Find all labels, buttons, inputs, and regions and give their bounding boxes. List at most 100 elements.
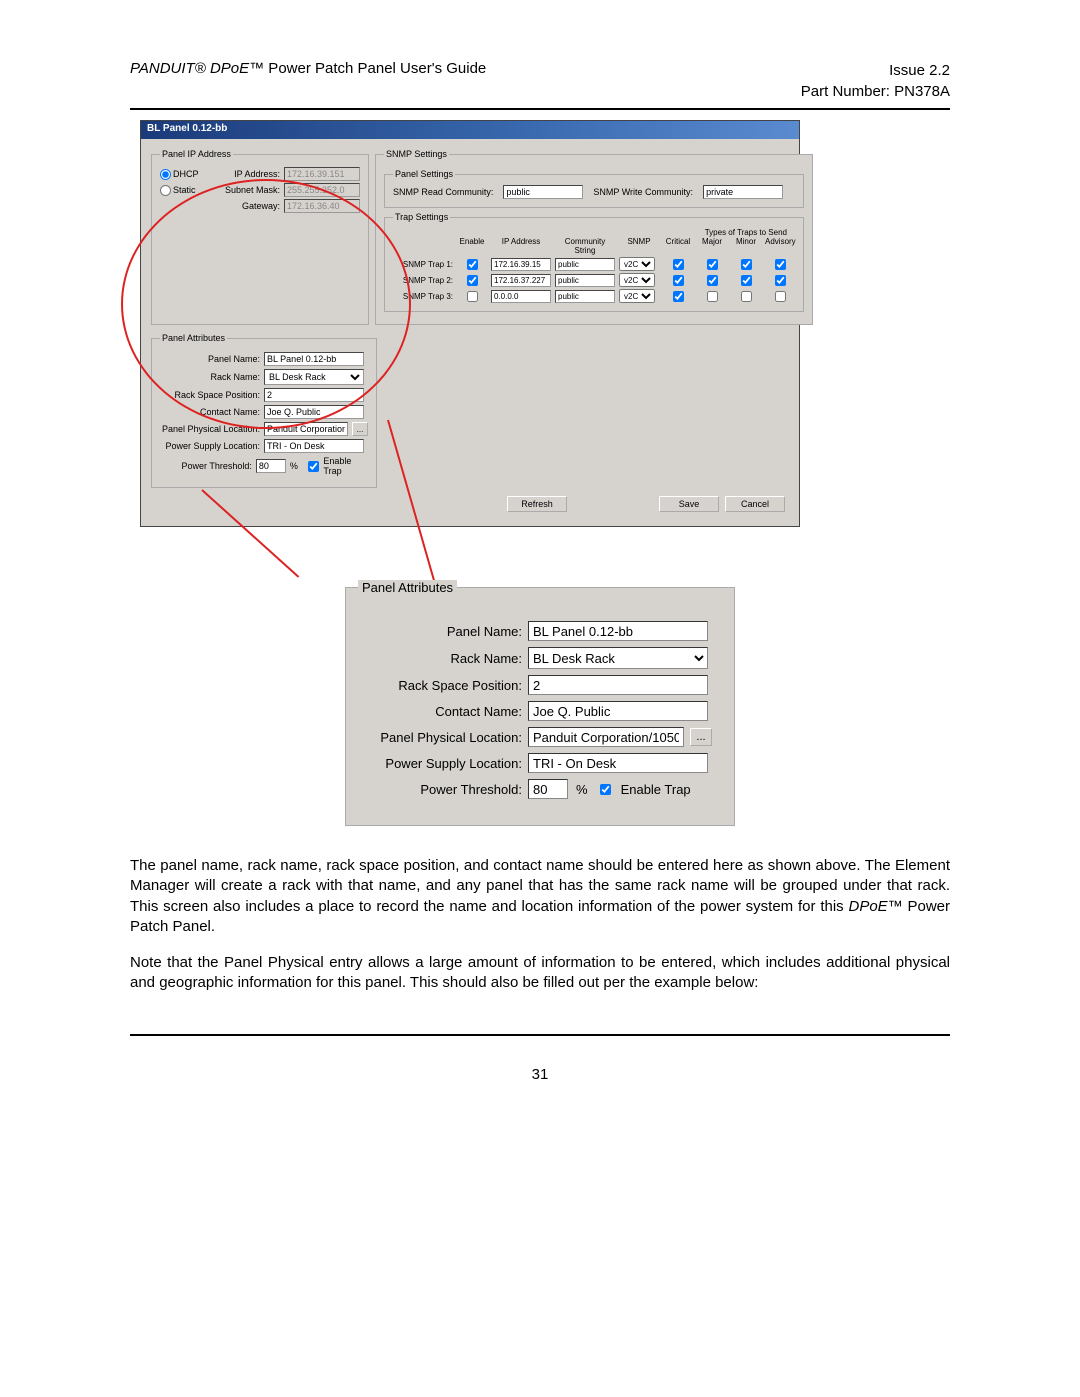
phys-loc-input[interactable] — [264, 422, 348, 436]
trap-legend: Trap Settings — [393, 212, 450, 222]
refresh-button[interactable]: Refresh — [507, 496, 567, 512]
thresh-input[interactable] — [256, 459, 286, 473]
trap-ver-select[interactable]: v2C — [619, 289, 655, 303]
dhcp-label: DHCP — [173, 169, 199, 179]
panel-name-input[interactable] — [264, 352, 364, 366]
dialog-buttons: Refresh Save Cancel — [151, 496, 789, 512]
rack-name-select[interactable]: BL Desk Rack — [264, 369, 364, 385]
trap-enable-checkbox[interactable] — [467, 259, 478, 270]
trap-major-checkbox[interactable] — [707, 291, 718, 302]
en-psu-loc-input[interactable] — [528, 753, 708, 773]
en-panel-name-input[interactable] — [528, 621, 708, 641]
read-comm-label: SNMP Read Community: — [393, 187, 493, 197]
psu-loc-input[interactable] — [264, 439, 364, 453]
trap-ip-input[interactable] — [491, 274, 551, 287]
save-button[interactable]: Save — [659, 496, 719, 512]
mask-label: Subnet Mask: — [210, 185, 280, 195]
trap-critical-checkbox[interactable] — [673, 259, 684, 270]
trap-comm-input[interactable] — [555, 274, 615, 287]
read-comm-input[interactable] — [503, 185, 583, 199]
issue-number: Issue 2.2 — [801, 60, 950, 81]
doc-title-rest: Power Patch Panel User's Guide — [264, 60, 486, 77]
psu-loc-label: Power Supply Location: — [160, 441, 260, 451]
en-thresh-label: Power Threshold: — [362, 782, 522, 797]
col-ip: IP Address — [491, 237, 551, 255]
dialog-titlebar: BL Panel 0.12-bb — [141, 121, 799, 139]
para1-em: DPoE™ — [848, 898, 902, 915]
en-phys-loc-input[interactable] — [528, 727, 684, 747]
enable-trap-label: Enable Trap — [323, 456, 368, 476]
trap-label: SNMP Trap 2: — [393, 276, 453, 285]
config-dialog: BL Panel 0.12-bb Panel IP Address DHCP I… — [140, 120, 800, 527]
en-contact-input[interactable] — [528, 701, 708, 721]
trap-minor-checkbox[interactable] — [741, 259, 752, 270]
en-psu-loc-label: Power Supply Location: — [362, 756, 522, 771]
snmp-group: SNMP Settings Panel Settings SNMP Read C… — [375, 149, 813, 325]
trap-comm-input[interactable] — [555, 290, 615, 303]
write-comm-label: SNMP Write Community: — [593, 187, 693, 197]
contact-label: Contact Name: — [160, 407, 260, 417]
cancel-button[interactable]: Cancel — [725, 496, 785, 512]
trap-advisory-checkbox[interactable] — [775, 291, 786, 302]
panel-settings-legend: Panel Settings — [393, 169, 455, 179]
static-radio[interactable] — [160, 185, 171, 196]
dhcp-radio[interactable] — [160, 169, 171, 180]
footer-rule — [130, 1034, 950, 1036]
body-text: The panel name, rack name, rack space po… — [130, 856, 950, 994]
thresh-label: Power Threshold: — [160, 461, 252, 471]
contact-input[interactable] — [264, 405, 364, 419]
phys-loc-label: Panel Physical Location: — [160, 424, 260, 434]
panel-name-label: Panel Name: — [160, 354, 260, 364]
trap-ver-select[interactable]: v2C — [619, 257, 655, 271]
en-enable-trap-checkbox[interactable] — [600, 784, 611, 795]
rack-pos-input[interactable] — [264, 388, 364, 402]
col-snmp: SNMP — [619, 237, 659, 255]
trap-minor-checkbox[interactable] — [741, 275, 752, 286]
trap-advisory-checkbox[interactable] — [775, 275, 786, 286]
paragraph-1: The panel name, rack name, rack space po… — [130, 856, 950, 937]
trap-ip-input[interactable] — [491, 290, 551, 303]
ip-input — [284, 167, 360, 181]
panel-ip-legend: Panel IP Address — [160, 149, 233, 159]
en-phys-loc-browse-button[interactable]: ... — [690, 728, 712, 746]
col-enable: Enable — [457, 237, 487, 255]
trap-minor-checkbox[interactable] — [741, 291, 752, 302]
col-major: Major — [697, 237, 727, 255]
doc-title-brand: PANDUIT® DPoE™ — [130, 60, 264, 77]
trap-label: SNMP Trap 3: — [393, 292, 453, 301]
phys-loc-browse-button[interactable]: ... — [352, 422, 368, 436]
trap-enable-checkbox[interactable] — [467, 275, 478, 286]
trap-major-checkbox[interactable] — [707, 275, 718, 286]
en-rack-name-select[interactable]: BL Desk Rack — [528, 647, 708, 669]
en-enable-trap-label: Enable Trap — [621, 782, 691, 797]
trap-types-header: Types of Traps to Send — [393, 228, 795, 237]
gw-input — [284, 199, 360, 213]
trap-row: SNMP Trap 2: v2C — [393, 273, 795, 287]
trap-ver-select[interactable]: v2C — [619, 273, 655, 287]
trap-major-checkbox[interactable] — [707, 259, 718, 270]
header-rule — [130, 108, 950, 110]
part-number: Part Number: PN378A — [801, 81, 950, 102]
page: PANDUIT® DPoE™ Power Patch Panel User's … — [0, 0, 1080, 1123]
doc-meta: Issue 2.2 Part Number: PN378A — [801, 60, 950, 102]
trap-critical-checkbox[interactable] — [673, 291, 684, 302]
col-critical: Critical — [663, 237, 693, 255]
panel-settings-group: Panel Settings SNMP Read Community: SNMP… — [384, 169, 804, 208]
enable-trap-checkbox[interactable] — [308, 461, 319, 472]
en-thresh-input[interactable] — [528, 779, 568, 799]
write-comm-input[interactable] — [703, 185, 783, 199]
rack-name-label: Rack Name: — [160, 372, 260, 382]
trap-critical-checkbox[interactable] — [673, 275, 684, 286]
rack-pos-label: Rack Space Position: — [160, 390, 260, 400]
trap-enable-checkbox[interactable] — [467, 291, 478, 302]
panel-attrs-legend: Panel Attributes — [160, 333, 227, 343]
trap-columns-header: Enable IP Address Community String SNMP … — [393, 237, 795, 255]
col-minor: Minor — [731, 237, 761, 255]
trap-advisory-checkbox[interactable] — [775, 259, 786, 270]
trap-comm-input[interactable] — [555, 258, 615, 271]
en-pct-label: % — [576, 782, 588, 797]
trap-settings-group: Trap Settings Types of Traps to Send Ena… — [384, 212, 804, 312]
col-comm: Community String — [555, 237, 615, 255]
trap-ip-input[interactable] — [491, 258, 551, 271]
en-rack-pos-input[interactable] — [528, 675, 708, 695]
